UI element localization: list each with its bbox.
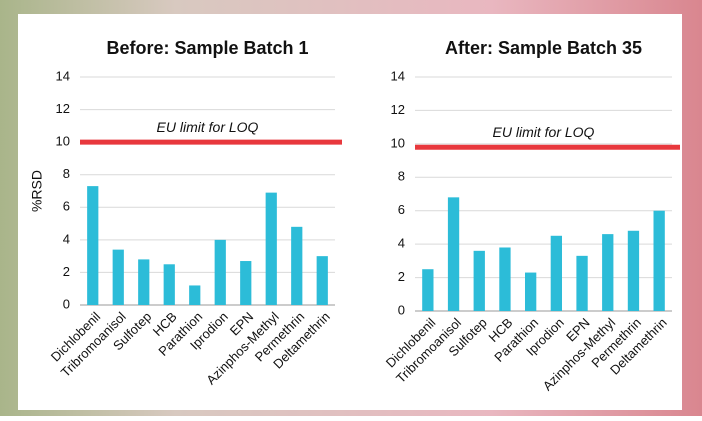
bar	[189, 285, 201, 305]
bar	[499, 247, 511, 311]
bar	[214, 239, 226, 305]
y-tick-label: 0	[63, 296, 70, 311]
y-tick-label: 12	[391, 102, 405, 117]
bar	[653, 210, 665, 311]
y-tick-label: 2	[63, 264, 70, 279]
bar	[447, 197, 460, 311]
y-tick-label: 12	[56, 101, 70, 116]
chart-title: After: Sample Batch 35	[445, 38, 642, 58]
bar	[138, 259, 150, 305]
y-tick-label: 14	[56, 68, 70, 83]
y-tick-label: 14	[391, 68, 405, 83]
bar	[87, 186, 99, 305]
bar	[602, 234, 614, 311]
y-tick-label: 8	[398, 169, 405, 184]
y-tick-label: 10	[391, 135, 405, 150]
y-tick-label: 10	[56, 134, 70, 149]
bar	[163, 264, 175, 305]
y-axis-label: %RSD	[29, 170, 45, 212]
bar	[473, 250, 485, 311]
y-tick-label: 4	[398, 236, 405, 251]
bar	[265, 192, 277, 305]
bar	[112, 249, 124, 305]
y-tick-label: 6	[63, 199, 70, 214]
bar	[576, 255, 588, 311]
bar	[240, 261, 252, 305]
bar	[422, 269, 434, 311]
y-tick-label: 0	[398, 302, 405, 317]
bar	[550, 235, 563, 311]
chart-title: Before: Sample Batch 1	[106, 38, 308, 58]
limit-label: EU limit for LOQ	[157, 119, 259, 135]
bar	[627, 230, 640, 311]
y-tick-label: 6	[398, 202, 405, 217]
limit-label: EU limit for LOQ	[493, 124, 595, 140]
bar	[291, 226, 303, 305]
y-tick-label: 4	[63, 231, 70, 246]
y-tick-label: 2	[398, 269, 405, 284]
bar	[316, 256, 328, 305]
y-tick-label: 8	[63, 166, 70, 181]
panel	[18, 14, 682, 410]
bar	[524, 272, 537, 311]
